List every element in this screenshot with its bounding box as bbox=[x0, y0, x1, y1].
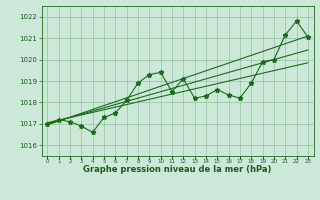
X-axis label: Graphe pression niveau de la mer (hPa): Graphe pression niveau de la mer (hPa) bbox=[84, 165, 272, 174]
